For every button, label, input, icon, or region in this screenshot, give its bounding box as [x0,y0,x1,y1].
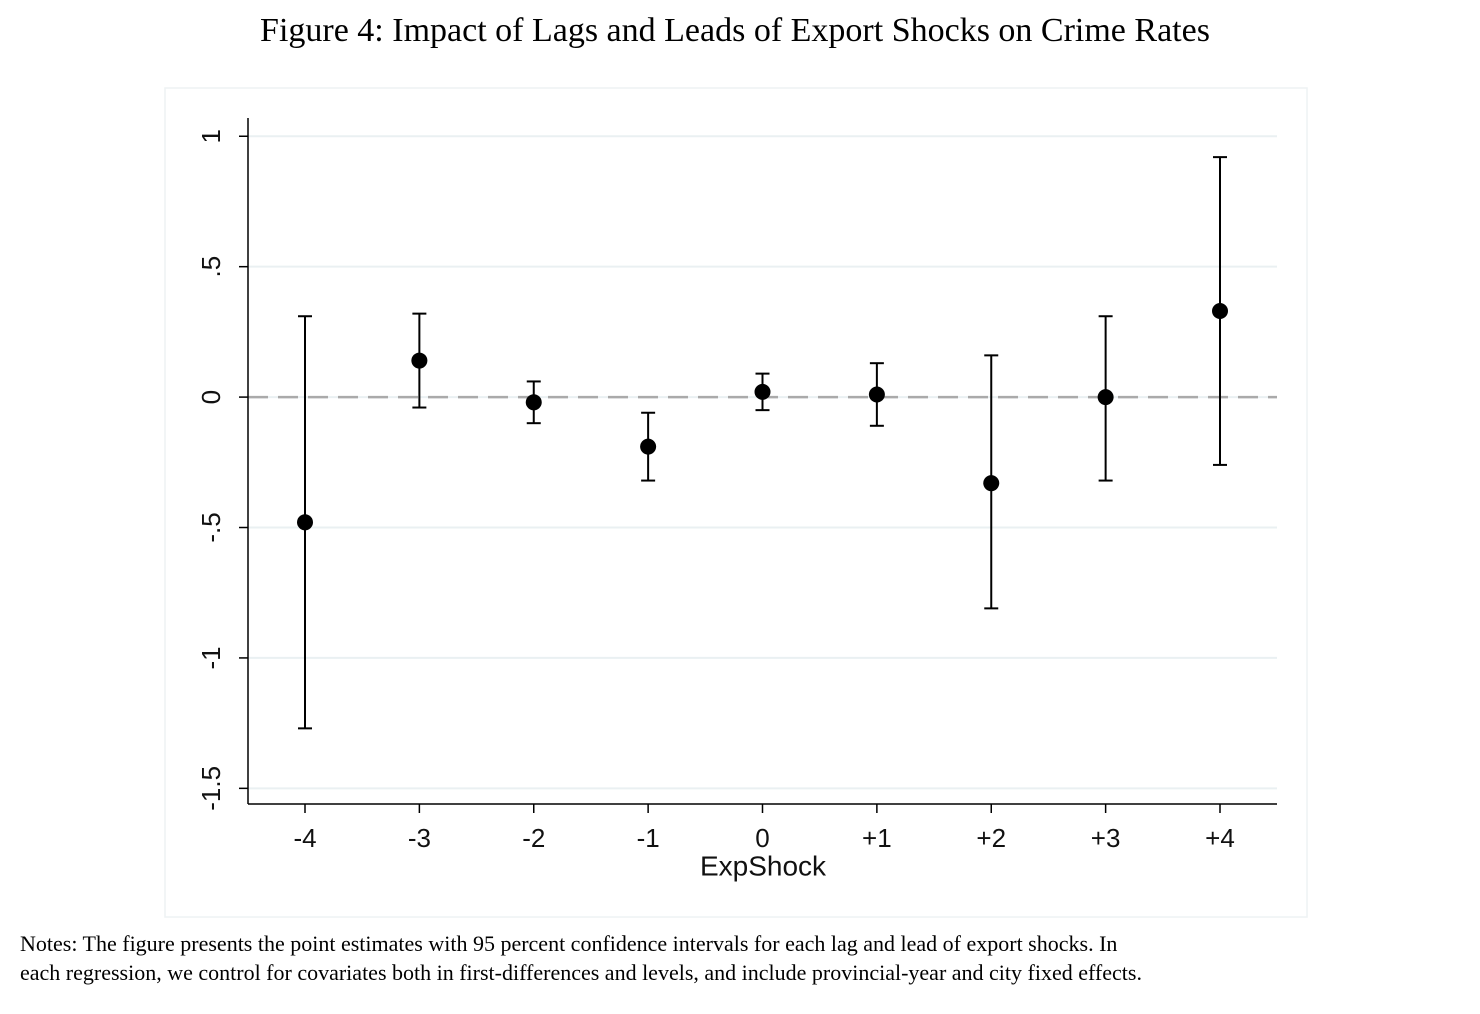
x-tick-label: 0 [755,823,769,853]
x-tick-label: +3 [1091,823,1121,853]
x-tick-label: -1 [637,823,660,853]
point [297,514,313,531]
point [754,383,771,400]
x-tick-label: +4 [1205,823,1235,853]
y-tick-label: .5 [196,256,226,278]
point [868,386,885,403]
x-tick-label: -2 [522,823,545,853]
y-tick-label: 0 [196,390,226,404]
y-tick-label: -.5 [196,512,226,542]
plot-region [164,87,1308,918]
x-tick-label: -3 [408,823,431,853]
notes-line: each regression, we control for covariat… [20,960,1142,985]
point [983,475,1000,492]
point [411,352,428,369]
x-tick-label: +2 [976,823,1006,853]
y-tick-label: -1 [196,646,226,669]
notes-line: Notes: The figure presents the point est… [20,931,1117,956]
point [1097,389,1114,406]
chart-title: Figure 4: Impact of Lags and Leads of Ex… [260,12,1210,49]
x-axis-label: ExpShock [700,850,827,881]
point [1212,303,1228,320]
point [640,438,657,455]
y-tick-label: 1 [196,129,226,143]
y-tick-label: -1.5 [196,766,226,811]
point [525,394,542,411]
x-tick-label: +1 [862,823,892,853]
x-tick-label: -4 [293,823,316,853]
